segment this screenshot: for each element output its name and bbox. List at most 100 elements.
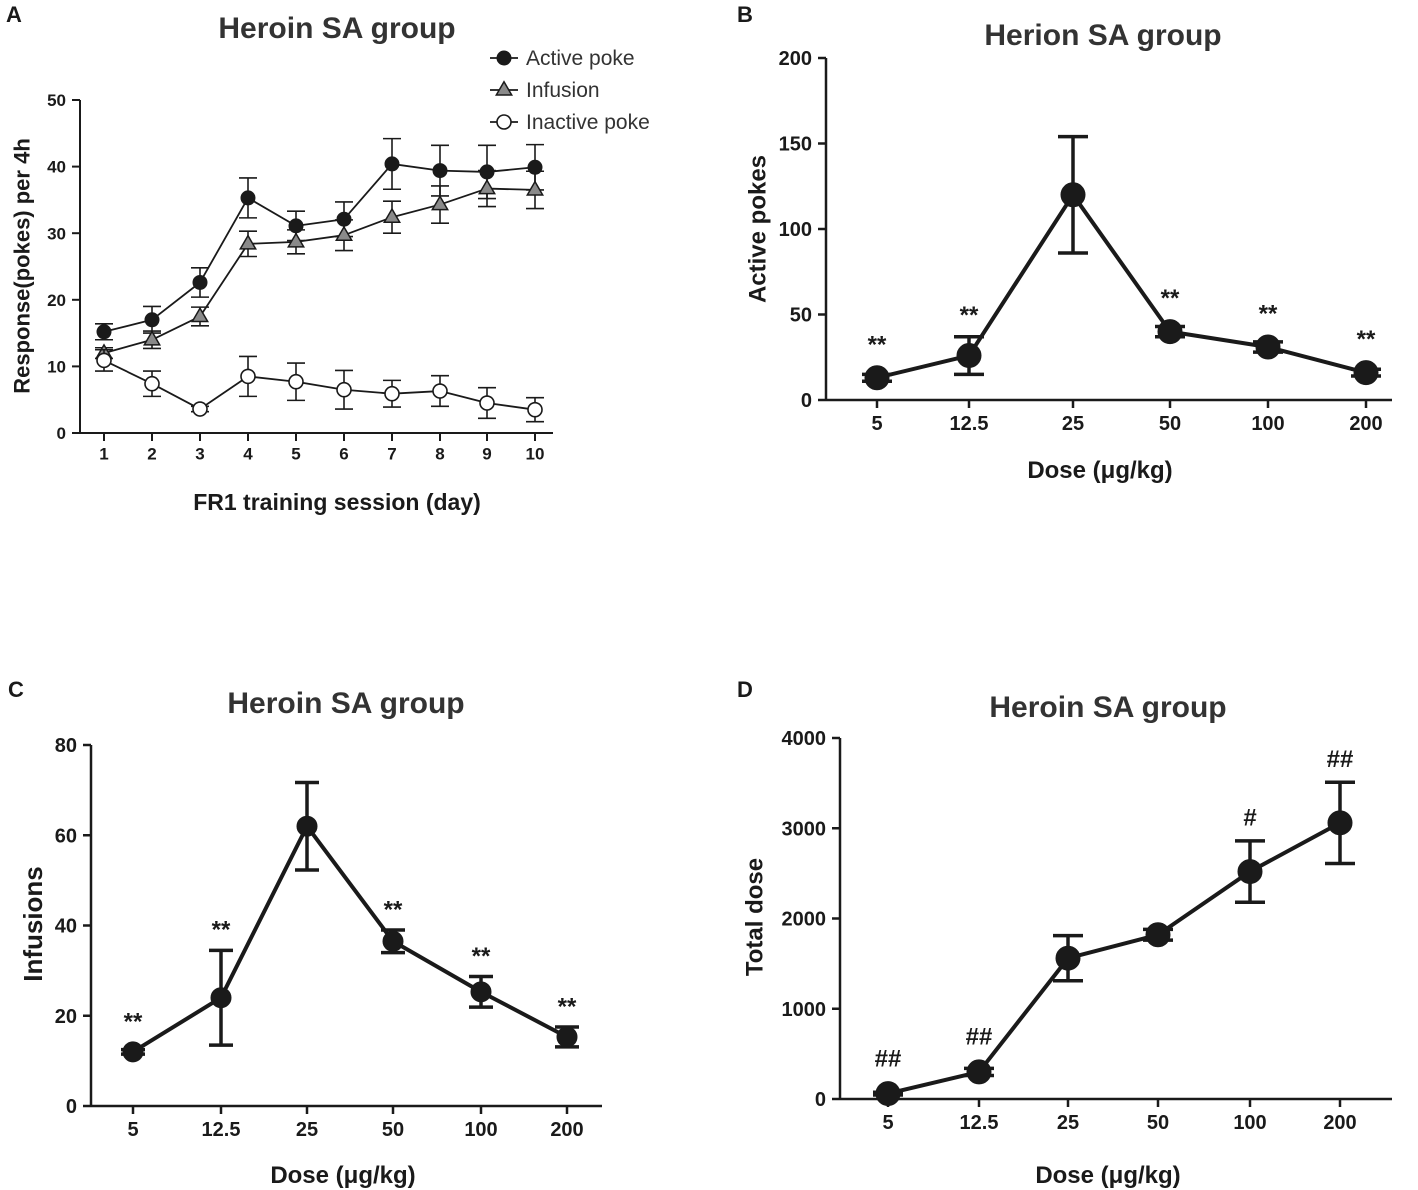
significance-mark: ** — [384, 896, 403, 923]
significance-mark: ** — [960, 302, 979, 329]
x-tick-label: 5 — [871, 413, 882, 435]
y-axis-label: Infusions — [18, 866, 48, 982]
x-axis-label: Dose (μg/kg) — [270, 1162, 415, 1189]
data-point-open — [336, 381, 352, 398]
x-tick-label: 50 — [1147, 1112, 1169, 1134]
y-tick-label: 150 — [779, 134, 812, 156]
chart-title: Heroin SA group — [218, 12, 455, 45]
x-tick-label: 200 — [1323, 1112, 1356, 1134]
significance-mark: ** — [472, 943, 491, 970]
series-total-dose — [873, 780, 1355, 1107]
y-tick-label: 50 — [47, 91, 66, 110]
significance-mark: ** — [212, 917, 231, 944]
x-tick-label: 200 — [550, 1119, 583, 1141]
series-infusions — [121, 780, 579, 1063]
x-axis-label: Dose (μg/kg) — [1027, 457, 1172, 484]
significance-mark: ## — [875, 1045, 902, 1072]
y-tick-label: 30 — [47, 224, 66, 243]
x-tick-label: 2 — [147, 445, 156, 464]
legend-label: Infusion — [526, 79, 600, 102]
data-point-open — [96, 352, 112, 369]
data-point — [240, 190, 256, 206]
data-point — [296, 815, 318, 837]
significance-mark: ** — [558, 993, 577, 1020]
data-point — [144, 312, 160, 328]
data-point-open — [192, 401, 208, 417]
chart-panel-b: B Herion SA group 0 50 100 150 200 5 12.5 25 50 100… — [737, 2, 1392, 484]
significance-mark: ** — [1161, 285, 1180, 312]
significance-mark: ## — [1327, 746, 1354, 773]
x-tick-label: 5 — [291, 445, 300, 464]
legend-label: Active poke — [526, 47, 635, 70]
panel-label: D — [737, 677, 753, 702]
data-point-triangle — [494, 80, 514, 96]
data-point-triangle — [382, 207, 402, 224]
legend-item: Active poke — [490, 47, 635, 70]
data-point — [1327, 810, 1353, 836]
significance-mark: ** — [1259, 300, 1278, 327]
legend: Active poke Infusion Inactive poke — [490, 47, 650, 134]
data-point — [1353, 360, 1379, 386]
x-tick-label: 25 — [1062, 413, 1084, 435]
legend-item: Infusion — [490, 79, 600, 102]
x-tick-label: 1 — [99, 445, 108, 464]
x-tick-label: 5 — [127, 1119, 138, 1141]
y-tick-label: 200 — [779, 48, 812, 70]
significance-mark: ** — [124, 1008, 143, 1035]
x-tick-label: 25 — [1057, 1112, 1079, 1134]
chart-panel-a: A Heroin SA group 0 10 20 30 40 50 1 2 3 4 5 6 7 8 9 10 FR… — [6, 2, 650, 515]
x-tick-label: 50 — [382, 1119, 404, 1141]
x-tick-label: 10 — [526, 445, 545, 464]
x-tick-label: 12.5 — [202, 1119, 241, 1141]
data-point-open — [432, 383, 448, 399]
y-tick-label: 20 — [47, 291, 66, 310]
data-point — [382, 930, 404, 952]
y-tick-label: 0 — [57, 424, 66, 443]
x-tick-label: 9 — [482, 445, 491, 464]
data-point-triangle — [334, 225, 354, 242]
series-line — [876, 192, 1367, 380]
x-tick-label: 12.5 — [950, 413, 989, 435]
y-tick-label: 0 — [815, 1089, 826, 1111]
x-tick-label: 3 — [195, 445, 204, 464]
data-point-triangle — [430, 194, 450, 211]
y-tick-label: 2000 — [782, 909, 827, 931]
x-tick-label: 200 — [1349, 413, 1382, 435]
series-line — [887, 821, 1341, 1096]
data-point — [192, 274, 208, 290]
x-tick-label: 50 — [1159, 413, 1181, 435]
chart-panel-d: D Heroin SA group 0 1000 2000 3000 4000 5 12.5 25… — [737, 677, 1392, 1189]
x-tick-label: 100 — [464, 1119, 497, 1141]
data-point-open — [288, 373, 304, 390]
y-tick-label: 4000 — [782, 728, 827, 750]
chart-title: Heroin SA group — [227, 687, 464, 720]
x-tick-label: 25 — [296, 1119, 318, 1141]
data-point-triangle — [286, 232, 306, 248]
data-point-open — [240, 368, 256, 385]
data-point — [966, 1059, 992, 1085]
panel-label: B — [737, 2, 753, 27]
y-tick-label: 1000 — [782, 999, 827, 1021]
y-tick-label: 40 — [47, 158, 66, 177]
data-point-open — [144, 375, 160, 392]
significance-mark: ** — [1357, 326, 1376, 353]
data-point — [122, 1041, 144, 1063]
data-point — [875, 1081, 901, 1107]
significance-mark: ** — [868, 331, 887, 358]
significance-mark: # — [1243, 805, 1256, 832]
y-tick-label: 50 — [790, 305, 812, 327]
data-point-triangle — [238, 234, 258, 250]
chart-panel-c: C Heroin SA group 0 20 40 60 80 5 12.5 25 50 100 200… — [8, 677, 602, 1189]
data-point — [556, 1026, 578, 1048]
chart-title: Heroin SA group — [989, 691, 1226, 724]
y-tick-label: 100 — [779, 219, 812, 241]
y-tick-label: 60 — [55, 825, 77, 847]
data-point-open — [496, 114, 512, 130]
x-tick-label: 5 — [882, 1112, 893, 1134]
x-tick-label: 100 — [1251, 413, 1284, 435]
significance-mark: ## — [966, 1024, 993, 1051]
data-point-open — [527, 401, 543, 418]
y-axis-label: Total dose — [741, 858, 768, 976]
series-inactive-poke — [95, 348, 544, 423]
data-point — [1255, 334, 1281, 360]
